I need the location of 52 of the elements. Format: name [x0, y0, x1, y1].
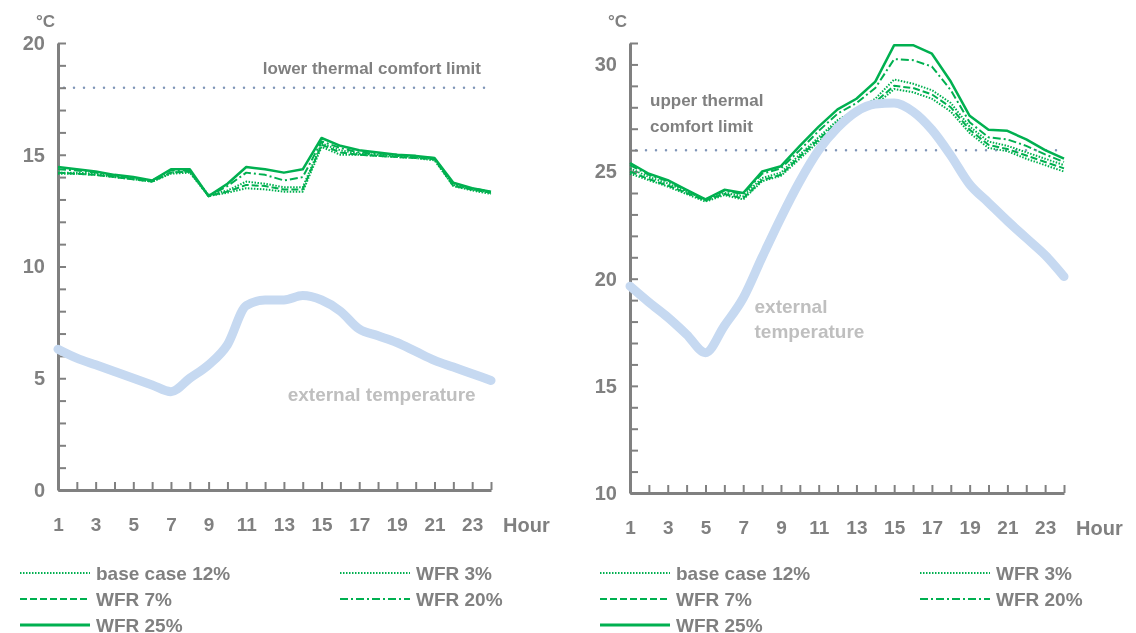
- y-tick-label: 0: [33, 478, 45, 501]
- y-tick-label: 10: [22, 255, 45, 278]
- x-tick-label: 15: [311, 514, 334, 536]
- y-tick-label: 30: [594, 53, 617, 76]
- x-tick-label: 7: [738, 517, 750, 539]
- x-tick-label: 23: [1035, 517, 1057, 539]
- legend-label: WFR 25%: [96, 615, 183, 633]
- x-tick-label: 7: [166, 514, 177, 536]
- y-tick-label: 15: [594, 374, 617, 397]
- y-axis-title: °C: [36, 12, 56, 31]
- ref-line-label: upper thermal comfort limit: [650, 91, 764, 137]
- y-tick-label: 25: [594, 160, 617, 183]
- x-tick-label: 21: [997, 517, 1019, 539]
- x-axis-title: Hour: [503, 514, 550, 536]
- x-tick-label: 1: [625, 517, 637, 539]
- x-tick-label: 15: [884, 517, 906, 539]
- legend-label: WFR 3%: [416, 563, 493, 584]
- x-tick-label: 17: [349, 514, 371, 536]
- legend-label: base case 12%: [96, 563, 231, 584]
- legend-label: WFR 20%: [416, 589, 503, 610]
- x-tick-label: 3: [90, 514, 102, 536]
- y-tick-label: 5: [33, 367, 45, 390]
- legend-label: base case 12%: [676, 563, 811, 584]
- x-tick-label: 21: [424, 514, 447, 536]
- x-tick-label: 13: [846, 517, 868, 539]
- y-tick-label: 15: [22, 143, 45, 166]
- y-tick-label: 20: [594, 267, 617, 290]
- x-tick-label: 17: [921, 517, 943, 539]
- x-tick-label: 19: [386, 514, 408, 536]
- y-tick-label: 10: [594, 481, 617, 504]
- legend-label: WFR 25%: [676, 615, 763, 633]
- x-axis-title: Hour: [1076, 517, 1123, 539]
- x-tick-label: 23: [462, 514, 484, 536]
- x-tick-label: 5: [700, 517, 712, 539]
- ref-line-label: lower thermal comfort limit: [262, 58, 482, 78]
- x-tick-label: 3: [662, 517, 674, 539]
- legend-label: WFR 3%: [996, 563, 1073, 584]
- x-tick-label: 11: [236, 514, 258, 536]
- legend-label: WFR 7%: [96, 589, 173, 610]
- x-tick-label: 19: [959, 517, 981, 539]
- x-tick-label: 1: [53, 514, 65, 536]
- x-tick-label: 9: [203, 514, 215, 536]
- x-tick-label: 11: [809, 517, 830, 539]
- x-tick-label: 5: [128, 514, 140, 536]
- x-tick-label: 13: [273, 514, 295, 536]
- series-label: external temperature: [754, 296, 865, 342]
- y-axis-title: °C: [608, 12, 628, 31]
- legend-label: WFR 20%: [996, 589, 1083, 610]
- legend-label: WFR 7%: [676, 589, 753, 610]
- x-tick-label: 9: [776, 517, 787, 539]
- series-label: external temperature: [287, 383, 476, 405]
- y-tick-label: 20: [22, 31, 45, 54]
